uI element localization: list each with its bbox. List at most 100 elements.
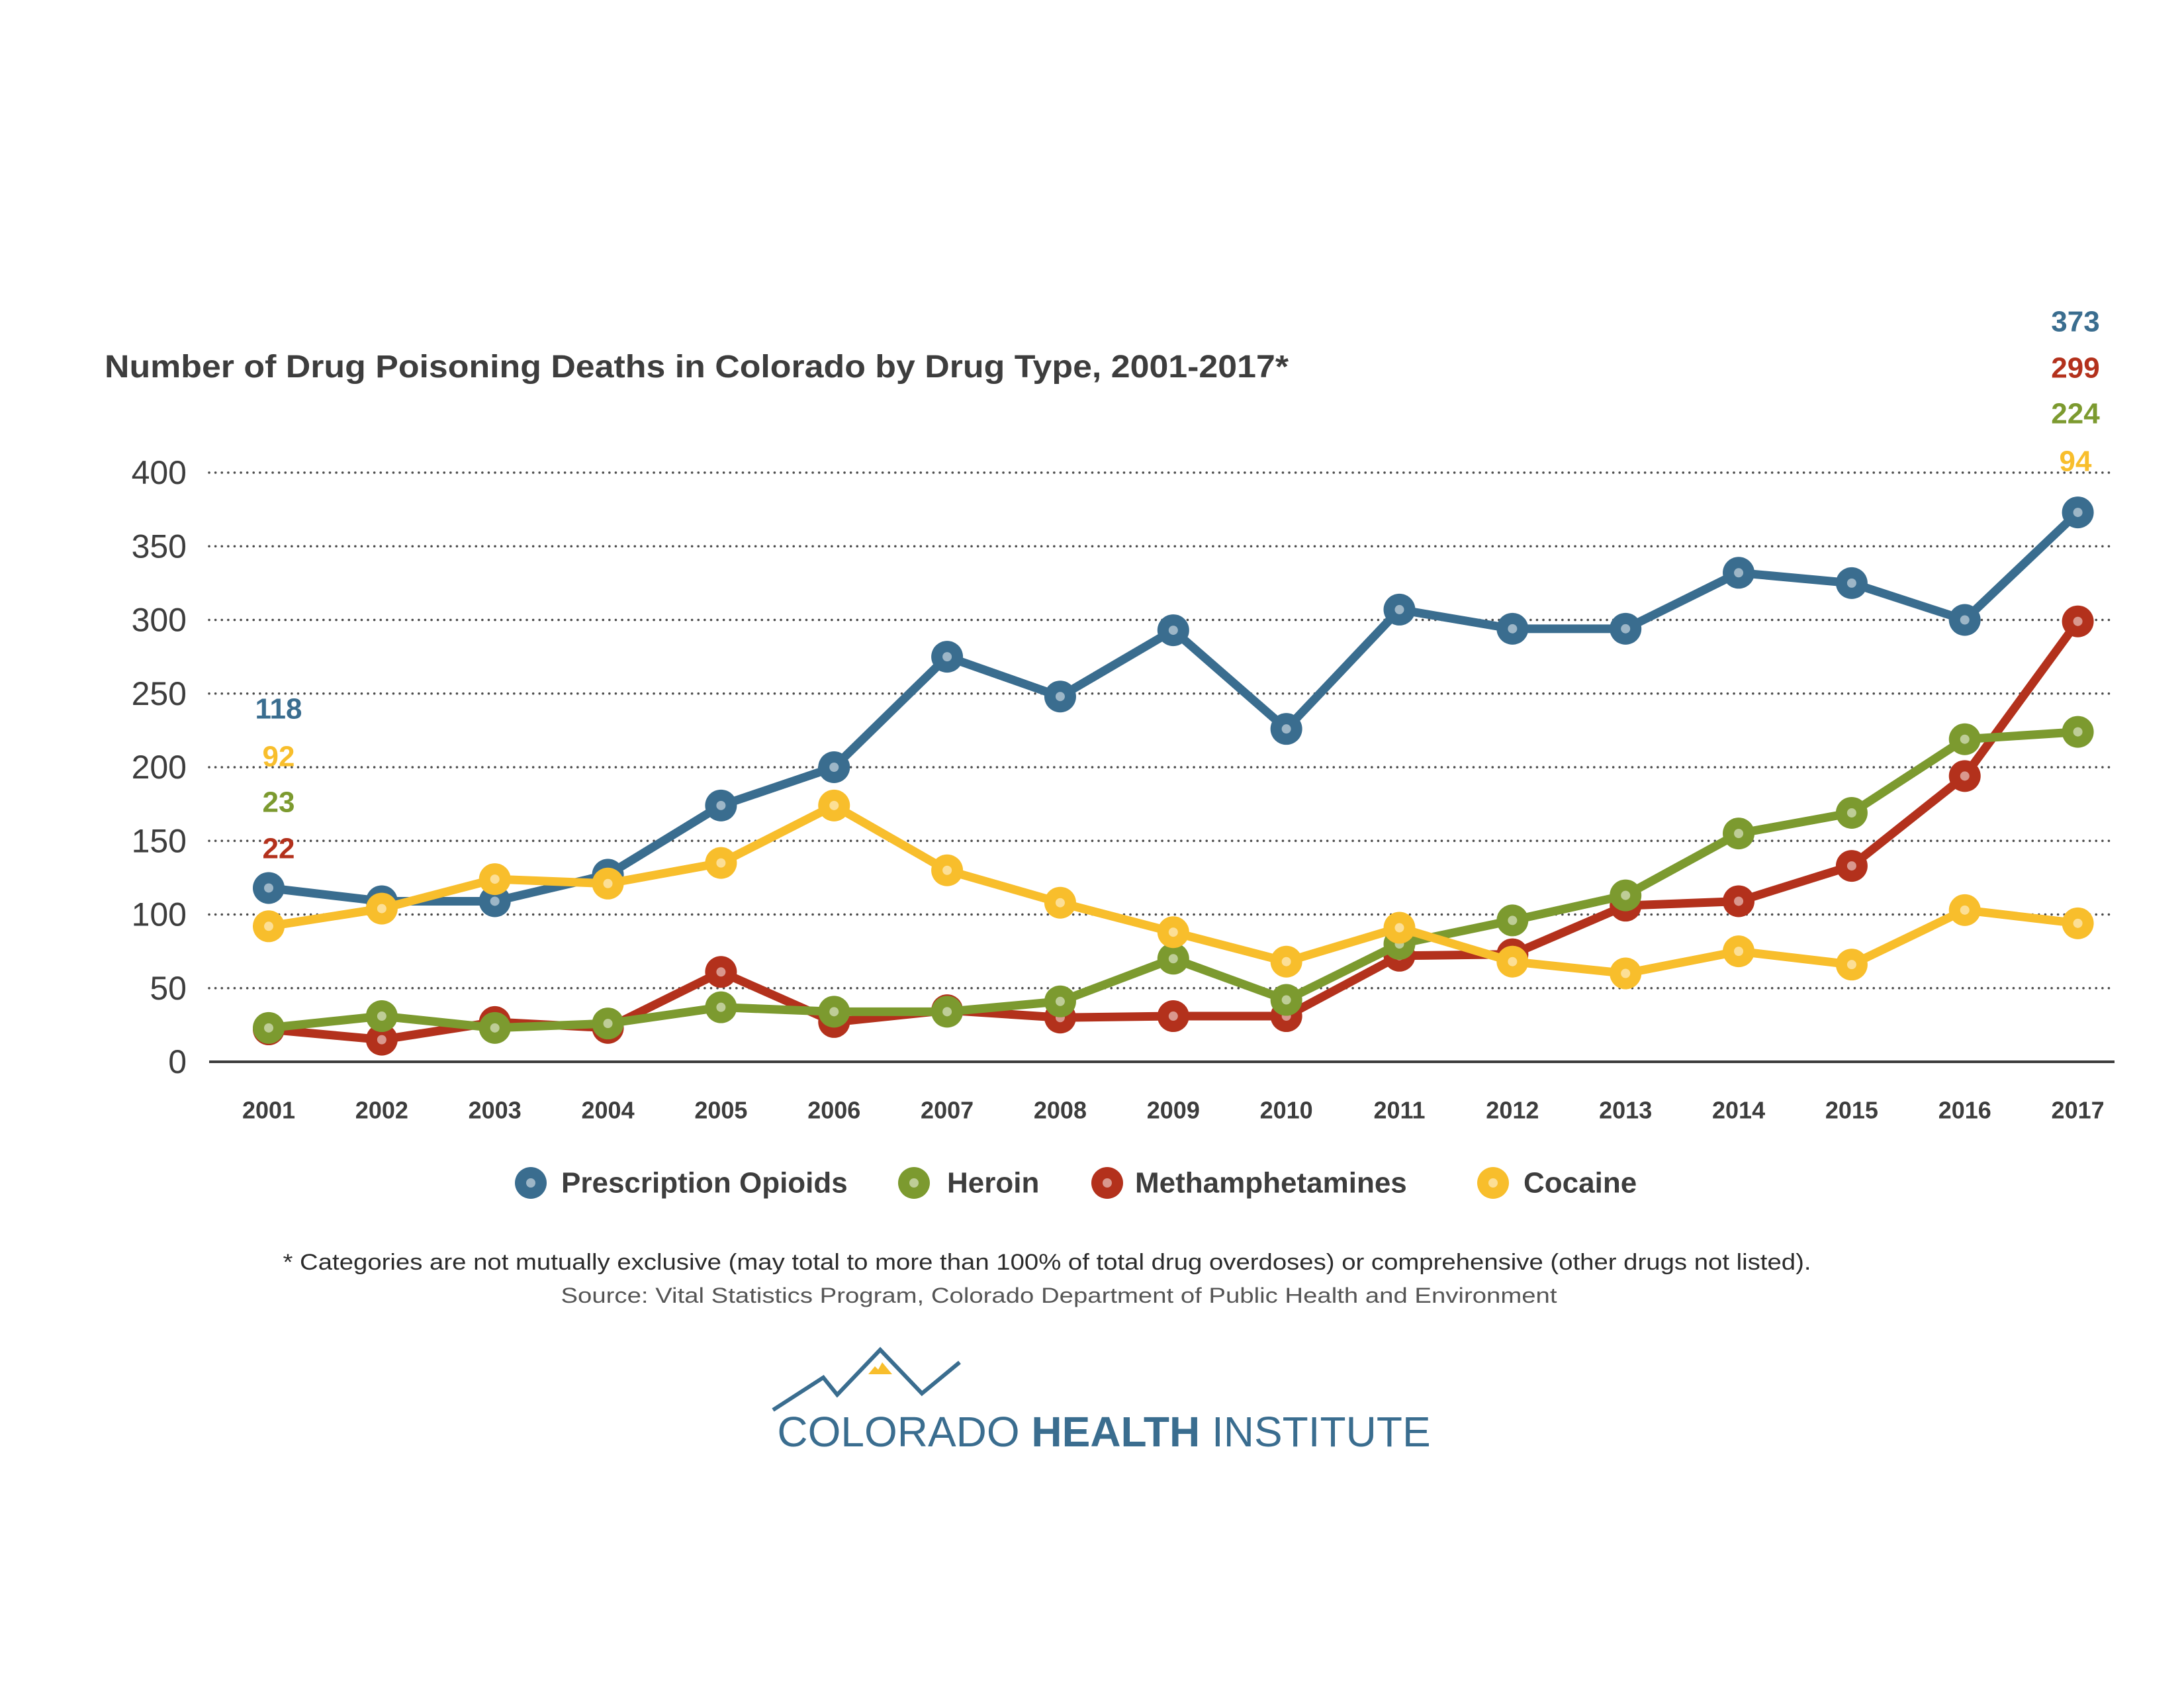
data-point-center <box>1055 898 1065 908</box>
data-point-center <box>603 1019 613 1029</box>
data-point-center <box>1508 915 1518 925</box>
start-label-heroin: 23 <box>263 786 295 819</box>
series-prescription-opioids <box>253 496 2094 917</box>
data-point-center <box>2073 918 2083 928</box>
data-point-center <box>942 652 952 662</box>
data-point-center <box>490 1023 500 1033</box>
data-point-center <box>1055 996 1065 1006</box>
data-point-center <box>1168 1011 1178 1021</box>
y-tick-label: 250 <box>132 675 187 712</box>
y-tick-label: 0 <box>168 1043 187 1080</box>
x-tick-label: 2003 <box>469 1097 522 1124</box>
data-point-center <box>716 800 726 810</box>
chart-axes-and-grid: 0 50 100 150 200 250 300 350 400 2001 2002 2003 2004… <box>132 454 2116 1124</box>
legend: Prescription Opioids Heroin Methamphetam… <box>515 1167 1637 1199</box>
x-tick-label: 2002 <box>355 1097 408 1124</box>
legend-item-cocaine: Cocaine <box>1477 1167 1637 1199</box>
x-tick-label: 2014 <box>1712 1097 1765 1124</box>
x-tick-label: 2010 <box>1260 1097 1313 1124</box>
legend-label: Prescription Opioids <box>561 1167 848 1199</box>
data-point-center <box>1846 861 1856 871</box>
legend-item-heroin: Heroin <box>898 1167 1039 1199</box>
data-point-center <box>829 763 839 772</box>
data-point-center <box>2073 727 2083 737</box>
chart-series <box>253 496 2094 1056</box>
colorado-health-institute-logo: COLORADO HEALTH INSTITUTE <box>772 1346 1431 1456</box>
x-tick-label: 2004 <box>582 1097 635 1124</box>
series-cocaine <box>253 789 2094 990</box>
data-point-center <box>603 878 613 888</box>
end-label-prescription-opioids: 373 <box>2051 306 2099 338</box>
data-point-center <box>1394 923 1404 933</box>
mountain-accent-icon <box>868 1362 892 1374</box>
legend-label: Methamphetamines <box>1135 1167 1407 1199</box>
legend-item-methamphetamines: Methamphetamines <box>1091 1167 1407 1199</box>
data-point-center <box>1621 624 1631 633</box>
data-point-center <box>1960 734 1970 744</box>
x-tick-label: 2001 <box>242 1097 295 1124</box>
start-label-methamphetamines: 22 <box>263 833 295 865</box>
data-point-center <box>1281 724 1291 734</box>
data-point-center <box>716 967 726 977</box>
data-point-center <box>716 858 726 868</box>
logo-word-institute: INSTITUTE <box>1212 1408 1431 1456</box>
start-value-labels: 118 92 23 22 <box>255 693 302 865</box>
data-point-center <box>264 883 273 893</box>
data-point-center <box>1846 808 1856 818</box>
logo-word-colorado: COLORADO <box>777 1408 1019 1456</box>
chart-title: Number of Drug Poisoning Deaths in Color… <box>105 350 1289 385</box>
x-tick-label: 2011 <box>1373 1097 1425 1124</box>
end-value-labels: 373 299 224 94 <box>2051 306 2100 478</box>
legend-marker-center <box>1488 1178 1498 1188</box>
data-point-center <box>942 1007 952 1017</box>
data-point-center <box>1621 890 1631 900</box>
data-point-center <box>942 865 952 875</box>
x-tick-label: 2015 <box>1825 1097 1878 1124</box>
data-point-center <box>1846 578 1856 588</box>
source-note: Source: Vital Statistics Program, Colora… <box>561 1284 1557 1307</box>
legend-marker-center <box>526 1178 535 1188</box>
legend-label: Cocaine <box>1524 1167 1637 1199</box>
y-tick-label: 400 <box>132 454 187 491</box>
data-point-center <box>2073 508 2083 518</box>
data-point-center <box>829 800 839 810</box>
data-point-center <box>829 1007 839 1017</box>
logo-word-health: HEALTH <box>1031 1408 1200 1456</box>
legend-item-prescription-opioids: Prescription Opioids <box>515 1167 848 1199</box>
end-label-methamphetamines: 299 <box>2051 352 2099 385</box>
data-point-center <box>1621 968 1631 978</box>
x-tick-label: 2005 <box>694 1097 747 1124</box>
data-point-center <box>377 1011 387 1021</box>
data-point-center <box>377 1035 387 1045</box>
x-tick-label: 2006 <box>807 1097 860 1124</box>
x-tick-label: 2013 <box>1599 1097 1652 1124</box>
data-point-center <box>1846 960 1856 970</box>
data-point-center <box>1960 615 1970 625</box>
start-label-prescription-opioids: 118 <box>255 693 302 726</box>
legend-marker-center <box>909 1178 919 1188</box>
series-line-prescription-opioids <box>264 508 2083 906</box>
data-point-center <box>1394 604 1404 614</box>
data-point-center <box>1508 957 1518 966</box>
data-point-center <box>716 1002 726 1012</box>
end-label-cocaine: 94 <box>2060 445 2092 478</box>
mountain-outline <box>772 1346 961 1412</box>
data-point-center <box>1734 829 1744 839</box>
y-tick-label: 200 <box>132 749 187 786</box>
data-point-center <box>1508 624 1518 633</box>
x-tick-label: 2009 <box>1147 1097 1200 1124</box>
logo-wordmark: COLORADO HEALTH INSTITUTE <box>777 1408 1430 1456</box>
x-tick-label: 2008 <box>1034 1097 1087 1124</box>
legend-label: Heroin <box>947 1167 1039 1199</box>
data-point-center <box>490 874 500 884</box>
data-point-center <box>1168 626 1178 635</box>
y-tick-label: 100 <box>132 896 187 933</box>
x-tick-label: 2012 <box>1486 1097 1539 1124</box>
data-point-center <box>1960 771 1970 781</box>
data-point-center <box>2073 616 2083 626</box>
data-point-center <box>1734 896 1744 906</box>
series-heroin <box>253 716 2094 1044</box>
data-point-center <box>1734 947 1744 957</box>
y-tick-label: 50 <box>150 970 187 1007</box>
